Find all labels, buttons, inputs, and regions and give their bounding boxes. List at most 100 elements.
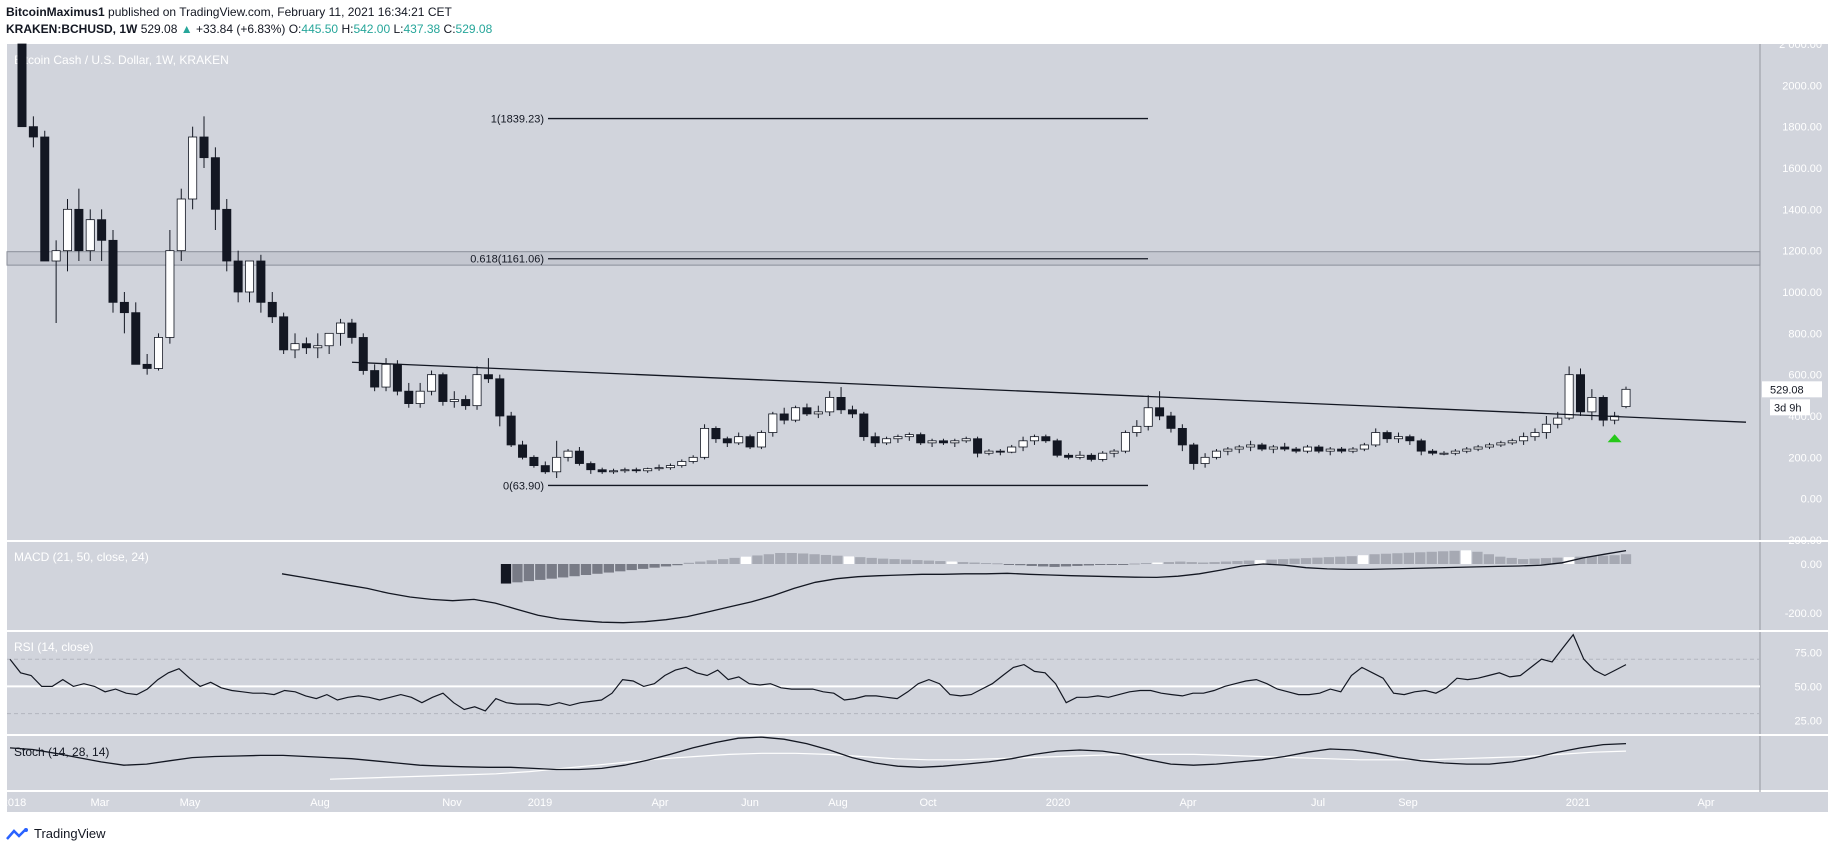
candle-body <box>1564 374 1574 419</box>
macd-histogram-bar <box>992 563 1003 565</box>
candle-body <box>119 301 129 314</box>
macd-histogram-bar <box>1049 564 1060 567</box>
candle-body <box>813 411 823 415</box>
candle-body <box>415 390 425 405</box>
macd-histogram-bar <box>1540 558 1552 564</box>
bullish-arrow-icon <box>1607 434 1622 443</box>
candle-body <box>927 440 937 444</box>
candle-body <box>756 432 766 448</box>
macd-histogram-bar <box>958 562 969 564</box>
macd-histogram-bar <box>1483 554 1494 564</box>
candle-body <box>859 413 869 438</box>
candle-body <box>267 301 277 318</box>
candle-body <box>1018 440 1028 448</box>
candle-body <box>1393 436 1403 440</box>
macd-histogram-bar <box>1186 562 1197 564</box>
candle-body <box>1234 446 1244 450</box>
candle-body <box>1246 444 1256 448</box>
candle-body <box>916 434 926 444</box>
candle-body <box>1450 450 1460 454</box>
candle-body <box>256 260 266 303</box>
macd-histogram-bar <box>1198 562 1209 564</box>
candle-body <box>1576 374 1585 413</box>
stoch-k-line <box>9 736 1627 771</box>
candle-body <box>210 157 220 210</box>
macd-histogram-bar <box>1369 554 1380 564</box>
candle-body <box>1598 396 1608 421</box>
candle-body <box>1029 436 1039 442</box>
symbol-line: KRAKEN:BCHUSD, 1W 529.08 ▲ +33.84 (+6.83… <box>6 22 492 36</box>
candle-body <box>1280 446 1290 450</box>
chart-canvas[interactable]: Bitcoin Cash / U.S. Dollar, 1W, KRAKEN 2 … <box>0 0 1828 820</box>
candle-body <box>472 374 482 407</box>
macd-histogram-bar <box>1380 553 1392 564</box>
macd-histogram-bar <box>535 564 546 580</box>
candle-body <box>1211 450 1221 458</box>
candle-body <box>358 337 368 371</box>
candle-body <box>1064 454 1074 458</box>
macd-histogram-bar <box>1426 551 1437 564</box>
candle-body <box>404 390 414 405</box>
fib-level-label: 0(63.90) <box>503 480 544 492</box>
macd-histogram-bar <box>1129 563 1140 565</box>
macd-histogram-bar <box>878 558 889 564</box>
macd-histogram-bar <box>660 564 672 567</box>
macd-histogram-bar <box>1152 562 1163 564</box>
candle-body <box>836 396 846 411</box>
candle-body <box>540 465 550 473</box>
candle-body <box>802 407 812 415</box>
footer-brand[interactable]: TradingView <box>6 826 106 841</box>
candle-body <box>1337 448 1347 452</box>
macd-histogram-bar <box>889 559 900 564</box>
candle-body <box>597 469 607 473</box>
price-tick-label: 1800.00 <box>1782 122 1822 134</box>
macd-histogram-bar <box>1289 558 1300 564</box>
candle-body <box>1519 436 1529 442</box>
axis-bg <box>1760 736 1828 790</box>
candle-body <box>199 136 209 159</box>
candle-body <box>938 440 948 444</box>
time-tick-label: May <box>180 797 201 809</box>
macd-histogram-bar <box>1609 555 1620 564</box>
macd-histogram-bar <box>1506 557 1517 564</box>
l-label: L: <box>393 22 404 36</box>
footer-brand-label: TradingView <box>34 826 106 841</box>
macd-histogram-bar <box>672 564 683 566</box>
candle-body <box>449 399 459 402</box>
rsi-tick-label: 25.00 <box>1794 715 1822 727</box>
candle-body <box>711 427 721 440</box>
macd-histogram-bar <box>1163 562 1174 564</box>
macd-histogram-bar <box>1118 564 1129 565</box>
macd-histogram-bar <box>843 556 854 564</box>
macd-histogram-bar <box>1038 564 1049 567</box>
macd-histogram-bar <box>695 561 706 564</box>
macd-histogram-bar <box>683 562 694 564</box>
price-tick-label: 600.00 <box>1788 370 1822 382</box>
candle-body <box>1382 432 1392 440</box>
price-tick-label: 2 000.00 <box>1779 39 1822 51</box>
candle-body <box>1166 415 1176 429</box>
macd-histogram-bar <box>923 560 934 564</box>
macd-histogram-bar <box>523 564 534 582</box>
macd-histogram-bar <box>1243 560 1254 564</box>
candle-body <box>700 427 710 458</box>
candle-body <box>381 363 391 388</box>
macd-histogram-bar <box>580 564 592 575</box>
candle-body <box>1098 452 1108 460</box>
macd-histogram-bar <box>1598 555 1609 564</box>
close-value: 529.08 <box>455 22 493 36</box>
candle-body <box>1348 448 1358 452</box>
macd-histogram-bar <box>1015 564 1026 566</box>
author-name[interactable]: BitcoinMaximus1 <box>6 5 105 19</box>
candle-body <box>188 136 198 200</box>
candle-body <box>506 415 516 446</box>
candle-body <box>1439 452 1449 455</box>
candle-body <box>1371 432 1381 446</box>
price-tick-label: 1600.00 <box>1782 163 1822 175</box>
macd-histogram-bar <box>740 556 752 564</box>
candle-body <box>1621 388 1631 407</box>
time-tick-label: Mar <box>91 797 110 809</box>
candle-body <box>142 363 152 369</box>
candle-body <box>74 208 84 252</box>
candle-body <box>904 434 914 438</box>
